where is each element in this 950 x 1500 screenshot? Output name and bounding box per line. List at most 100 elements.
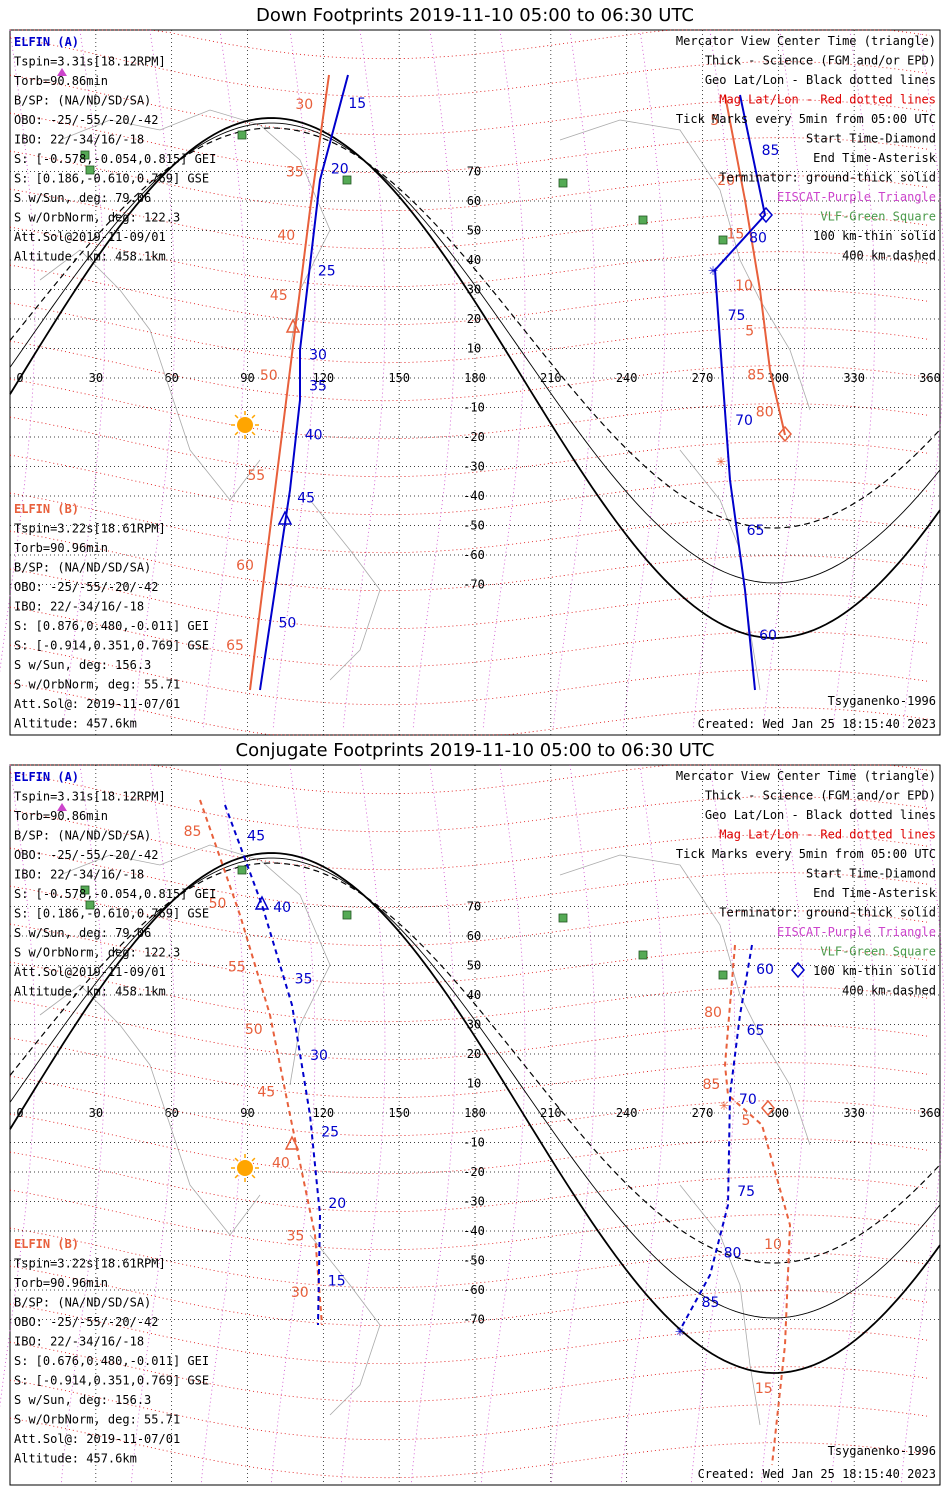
blue-track-tick-label: 40 (273, 900, 291, 916)
lat-tick-label: -20 (463, 430, 485, 444)
vlf-station-square (85, 165, 95, 175)
orange-track2-tick-label: 10 (735, 278, 753, 294)
orange-track-tick-label: 35 (287, 1229, 305, 1245)
coastline (559, 854, 811, 1146)
orange-track2-tick-label: 5 (742, 1113, 751, 1129)
vlf-station-square (718, 235, 728, 245)
legend-line: Thick - Science (FGM and/or EPD) (705, 789, 936, 803)
blue-track-tick-label: 35 (309, 379, 327, 395)
blue-track-tick-label: 30 (309, 347, 327, 363)
lon-tick-label: 330 (843, 371, 865, 385)
lon-tick-label: 360 (919, 1106, 941, 1120)
elfin-b-info-line: Att.Sol@: 2019-11-07/01 (14, 697, 180, 711)
mag-lon-line (130, 764, 176, 1486)
elfin-b-orange-track (199, 799, 323, 1326)
elfin-a-info-line: IBO: 22/-34/16/-18 (14, 868, 144, 882)
blue-track-tick-label: 15 (328, 1274, 346, 1290)
orange-track2-tick-label: 15 (727, 227, 745, 243)
vlf-station-square (558, 178, 568, 188)
elfin-a-info-line: Tspin=3.31s[18.12RPM] (14, 790, 166, 804)
panel-title-conjugate: Conjugate Footprints 2019-11-10 05:00 to… (235, 740, 715, 761)
mag-lat-line (9, 771, 931, 833)
mag-lat-line (9, 568, 931, 630)
vlf-station-square (237, 130, 247, 140)
elfin-a-header: ELFIN (A) (14, 770, 79, 784)
mag-lat-line (9, 264, 931, 326)
elfin-a-blue-track (224, 804, 322, 1326)
blue-track2-tick-label: 65 (747, 523, 765, 539)
lon-tick-label: 180 (464, 1106, 486, 1120)
vlf-station-square (718, 970, 728, 980)
lon-tick-label: 270 (692, 371, 714, 385)
start-diamond-icon (761, 1099, 775, 1117)
lat-tick-label: -60 (463, 548, 485, 562)
mag-lat-line (9, 809, 931, 871)
sun-ray (251, 1157, 256, 1162)
mag-lon-line (0, 764, 36, 1408)
orange-track2-tick-label: 85 (747, 367, 765, 383)
elfin-a-info-line: S w/Sun, deg: 79.06 (14, 191, 151, 205)
lon-tick-label: 60 (164, 371, 178, 385)
blue-track2-tick-label: 70 (735, 413, 753, 429)
end-asterisk-icon: ✳ (719, 1095, 729, 1114)
lon-tick-label: 270 (692, 1106, 714, 1120)
mag-lon-line (480, 764, 526, 1486)
orange-track-tick-label: 35 (286, 164, 304, 180)
lon-tick-label: 330 (843, 1106, 865, 1120)
blue-track2-tick-label: 75 (737, 1184, 755, 1200)
blue-track2-tick-label: 75 (728, 308, 746, 324)
terminator-100km (9, 122, 941, 584)
legend-line: Geo Lat/Lon - Black dotted lines (705, 73, 936, 87)
lon-tick-label: 240 (616, 371, 638, 385)
end-asterisk-icon: ✳ (716, 451, 726, 470)
blue-track2-tick-label: 60 (756, 962, 774, 978)
elfin-a-blue-track-2 (679, 944, 753, 1331)
legend-line: Start Time-Diamond (806, 867, 936, 881)
mag-lat-line (9, 416, 931, 478)
legend-line: Mag Lat/Lon - Red dotted lines (719, 93, 936, 107)
mag-lat-line (9, 1227, 931, 1289)
orange-track2-tick-label: 5 (710, 113, 719, 129)
lat-tick-label: -70 (463, 1313, 485, 1327)
terminator-100km (9, 857, 941, 1319)
orange-track-tick-label: 30 (295, 97, 313, 113)
lat-tick-label: 70 (467, 165, 481, 179)
coastline (559, 119, 811, 411)
panel-conjugate: 0 30 60 90 120 150 180 210 240 270 300 330 360706050… (0, 764, 946, 1486)
blue-track-tick-label: 30 (310, 1048, 328, 1064)
elfin-b-info-line: Tspin=3.22s[18.61RPM] (14, 1257, 166, 1271)
lat-tick-label: -40 (463, 489, 485, 503)
mag-lat-line (9, 150, 931, 212)
elfin-b-info-line: Altitude: 457.6km (14, 1452, 137, 1466)
mag-lat-line (9, 1303, 931, 1365)
elfin-a-info-line: Altitude, km: 458.1km (14, 985, 166, 999)
elfin-b-info-line: IBO: 22/-34/16/-18 (14, 600, 144, 614)
mag-lon-line (60, 764, 106, 1486)
elfin-a-info-line: S: [0.186,-0.610,0.769] GSE (14, 172, 209, 186)
orange-track-tick-label: 30 (291, 1285, 309, 1301)
elfin-b-info-line: Tspin=3.22s[18.61RPM] (14, 522, 166, 536)
eiscat-triangle-icon (57, 68, 67, 76)
legend-line: Mag Lat/Lon - Red dotted lines (719, 828, 936, 842)
coastline (59, 844, 331, 1086)
eiscat-triangle-icon (57, 803, 67, 811)
start-diamond-icon (778, 425, 792, 443)
mag-lat-line (9, 378, 931, 440)
blue-track-tick-label: 40 (305, 427, 323, 443)
orange-track-tick-label: 40 (277, 228, 295, 244)
lon-tick-label: 60 (164, 1106, 178, 1120)
elfin-a-info-line: OBO: -25/-55/-20/-42 (14, 113, 159, 127)
elfin-a-header: ELFIN (A) (14, 35, 79, 49)
mag-lon-line (690, 764, 736, 1486)
orange-track-tick-label: 65 (226, 638, 244, 654)
mag-lat-line (9, 1037, 931, 1099)
elfin-b-info-line: IBO: 22/-34/16/-18 (14, 1335, 144, 1349)
mag-lat-line (9, 112, 931, 174)
mag-lat-line (9, 74, 931, 136)
mag-lon-line (200, 764, 246, 1486)
blue-track2-tick-label: 80 (749, 231, 767, 247)
orange-track-tick-label: 50 (245, 1022, 263, 1038)
sun-ray (251, 1174, 256, 1179)
lat-tick-label: 10 (467, 342, 481, 356)
